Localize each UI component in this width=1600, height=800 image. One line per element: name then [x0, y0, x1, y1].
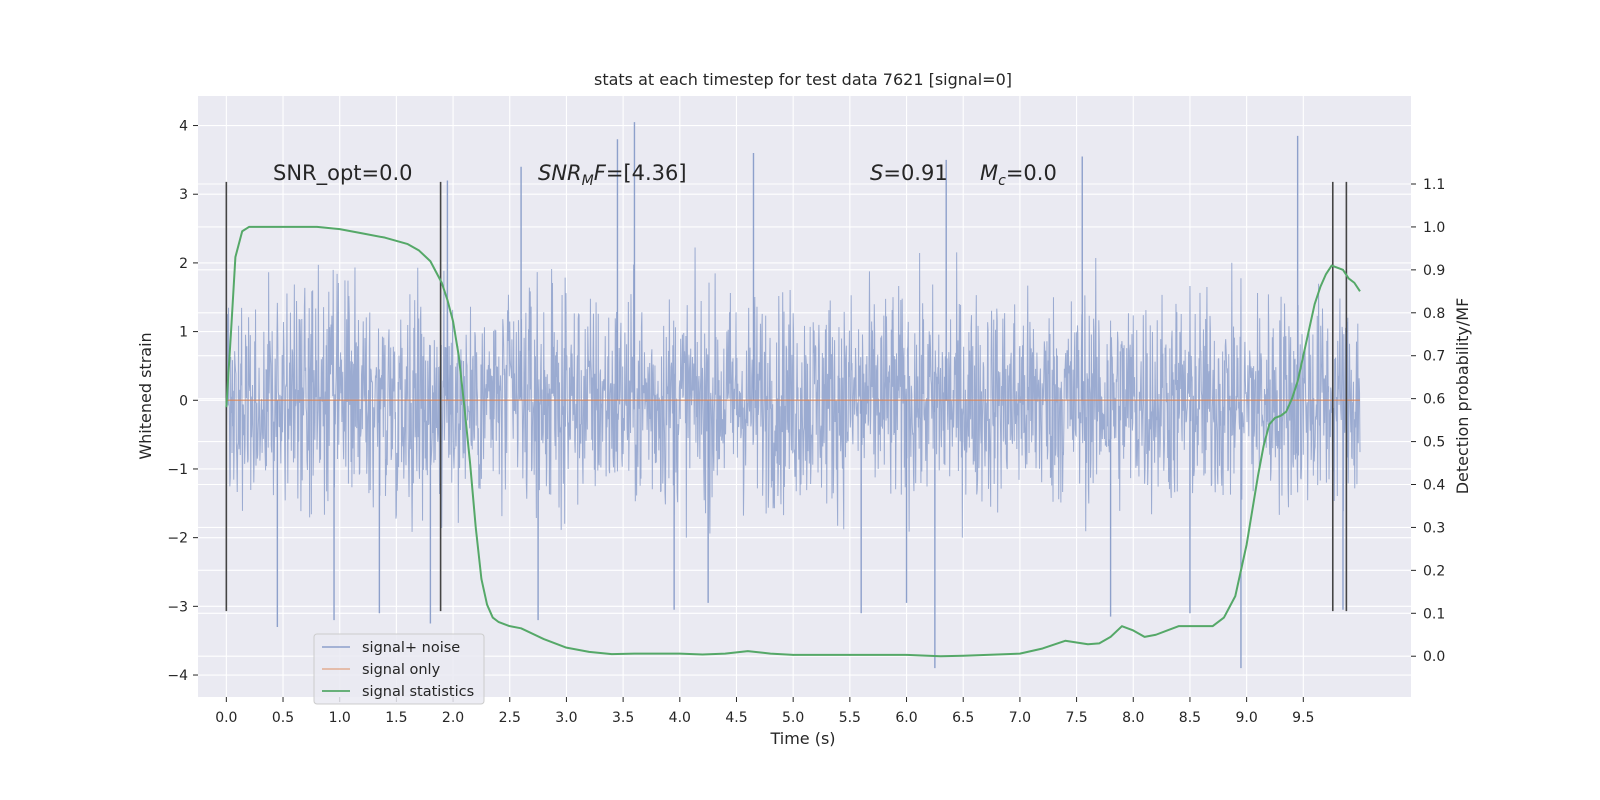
x-tick-label: 8.5 [1179, 710, 1201, 726]
y-tick-label: 3 [179, 187, 188, 203]
y-right-tick-label: 0.2 [1423, 563, 1445, 579]
noise-series [225, 122, 1361, 669]
snr-mf-italic-2: F [594, 161, 607, 185]
x-tick-label: 0.0 [215, 710, 237, 726]
legend-label-signal-only: signal only [362, 662, 441, 678]
legend: signal+ noise signal only signal statist… [313, 633, 485, 705]
mc-value: =0.0 [1006, 161, 1057, 185]
x-tick-label: 3.5 [612, 710, 634, 726]
mc-italic: M [980, 161, 998, 185]
y-tick-label: −4 [167, 668, 188, 684]
y-tick-label: −3 [167, 599, 188, 615]
y-right-tick-label: 0.7 [1423, 349, 1445, 365]
y-right-tick-label: 0.1 [1423, 606, 1445, 622]
legend-label-statistics: signal statistics [362, 684, 474, 700]
x-axis-label: Time (s) [769, 729, 835, 748]
y-axis-label: Whitened strain [136, 332, 155, 459]
statistics-line [225, 225, 1361, 658]
y-axis-ticks: 4 3 2 1 0 −1 −2 −3 −4 [167, 119, 198, 684]
y-tick-label: 4 [179, 119, 188, 135]
x-tick-label: 8.0 [1122, 710, 1144, 726]
noise-trace [225, 247, 1361, 538]
s-value: =0.91 [883, 161, 947, 185]
y-right-tick-label: 0.9 [1423, 263, 1445, 279]
x-tick-label: 5.5 [839, 710, 861, 726]
s-italic: S [870, 161, 883, 185]
y-right-tick-label: 1.1 [1423, 177, 1445, 193]
legend-label-noise: signal+ noise [362, 640, 460, 656]
x-tick-label: 7.5 [1065, 710, 1087, 726]
annotation-snr-mf: SNRMF=[4.36] [538, 161, 687, 189]
x-tick-label: 2.0 [442, 710, 464, 726]
x-tick-label: 9.0 [1235, 710, 1257, 726]
y-tick-label: 1 [179, 325, 188, 341]
y-tick-label: −2 [167, 531, 188, 547]
x-tick-label: 6.0 [895, 710, 917, 726]
y-right-tick-label: 1.0 [1423, 220, 1445, 236]
snr-mf-value: =[4.36] [606, 161, 687, 185]
x-tick-label: 9.5 [1292, 710, 1314, 726]
snr-mf-italic: SNR [538, 161, 582, 185]
chart-title: stats at each timestep for test data 762… [594, 70, 1012, 89]
y-tick-label: 0 [179, 393, 188, 409]
y-right-tick-label: 0.4 [1423, 478, 1445, 494]
x-tick-label: 7.0 [1009, 710, 1031, 726]
statistics-series [225, 225, 1361, 658]
annotation-s: S=0.91 [870, 161, 948, 185]
x-tick-label: 4.0 [669, 710, 691, 726]
x-tick-label: 1.0 [329, 710, 351, 726]
annotation-mc: Mc=0.0 [980, 161, 1057, 189]
y-right-axis-label: Detection probability/MF [1453, 298, 1472, 495]
x-tick-label: 4.5 [725, 710, 747, 726]
snr-mf-subscript: M [582, 173, 594, 189]
x-tick-label: 1.5 [385, 710, 407, 726]
y-right-tick-label: 0.6 [1423, 392, 1445, 408]
y-right-axis-ticks: 1.1 1.0 0.9 0.8 0.7 0.6 0.5 0.4 0.3 0.2 0.1 0.0 [1411, 177, 1445, 665]
x-tick-label: 3.0 [555, 710, 577, 726]
y-right-tick-label: 0.3 [1423, 520, 1445, 536]
annotation-snr-opt: SNR_opt=0.0 [273, 161, 413, 186]
mc-subscript: c [998, 173, 1006, 189]
y-tick-label: 2 [179, 256, 188, 272]
x-tick-label: 0.5 [272, 710, 294, 726]
y-right-tick-label: 0.8 [1423, 306, 1445, 322]
x-tick-label: 5.0 [782, 710, 804, 726]
y-tick-label: −1 [167, 462, 188, 478]
legend-box [313, 633, 485, 705]
x-axis-ticks: 0.0 0.5 1.0 1.5 2.0 2.5 3.0 3.5 4.0 4.5 5.0 5.5 6.0 6… [215, 697, 1314, 726]
y-right-tick-label: 0.5 [1423, 435, 1445, 451]
x-tick-label: 2.5 [499, 710, 521, 726]
y-right-tick-label: 0.0 [1423, 649, 1445, 665]
x-tick-label: 6.5 [952, 710, 974, 726]
